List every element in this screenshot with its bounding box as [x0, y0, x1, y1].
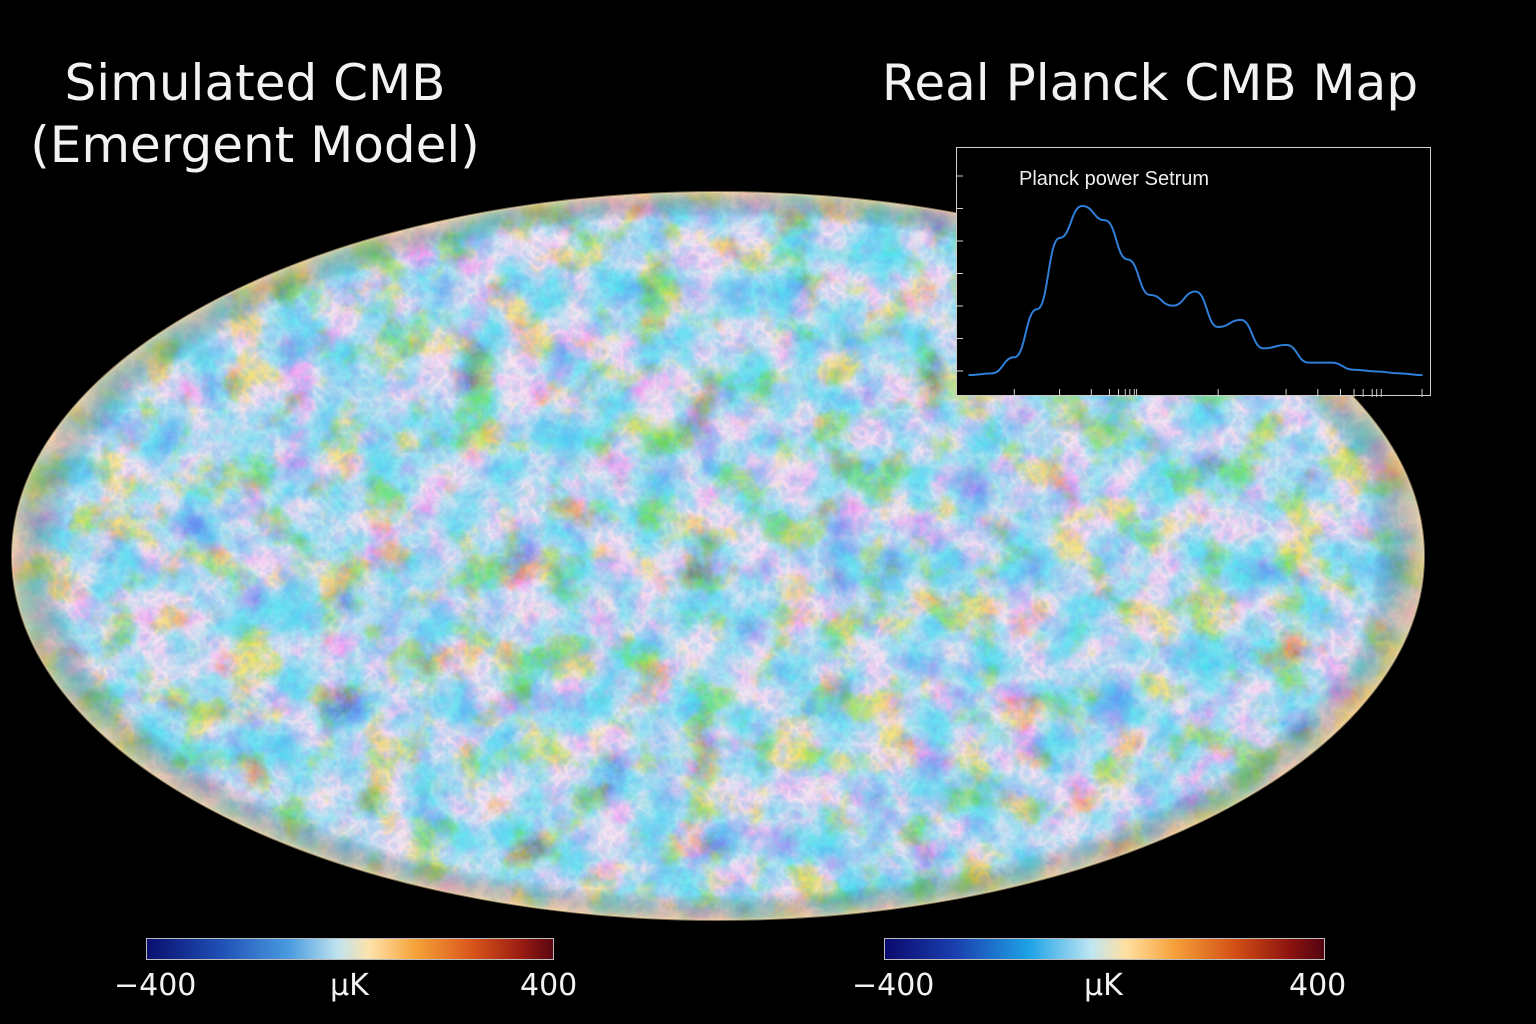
- power-spectrum-point: [1307, 361, 1310, 364]
- power-spectrum-point: [990, 372, 993, 375]
- power-spectrum-point: [1285, 344, 1287, 346]
- power-spectrum-title: Planck power Setrum: [1019, 168, 1210, 190]
- simulated-colorbar: [146, 938, 554, 960]
- power-spectrum-point: [1330, 361, 1333, 364]
- power-spectrum-point: [1240, 319, 1242, 321]
- power-spectrum-point: [1353, 368, 1355, 371]
- power-spectrum-point: [1149, 294, 1151, 296]
- simulated-colorbar-max-label: 400: [520, 968, 578, 1003]
- power-spectrum-point: [1262, 347, 1265, 350]
- power-spectrum-inset: Planck power Setrum: [956, 147, 1431, 397]
- power-spectrum-point: [1058, 237, 1061, 239]
- simulated-colorbar-min-label: −400: [114, 968, 197, 1003]
- power-spectrum-point: [1194, 290, 1197, 293]
- power-spectrum-plot: [957, 175, 1423, 397]
- real-planck-title: Real Planck CMB Map: [881, 54, 1419, 112]
- simulated-cmb-title: Simulated CMB (Emergent Model): [20, 52, 490, 176]
- planck-colorbar: [884, 938, 1325, 960]
- simulated-cmb-title-line2: (Emergent Model): [30, 116, 480, 174]
- power-spectrum-point: [1013, 356, 1016, 359]
- power-spectrum-point: [968, 374, 970, 376]
- simulated-cmb-title-line1: Simulated CMB: [64, 54, 446, 112]
- power-spectrum-point: [1081, 205, 1084, 207]
- planck-colorbar-min-label: −400: [852, 968, 935, 1003]
- planck-colorbar-unit-label: μK: [1084, 968, 1123, 1003]
- power-spectrum-point: [1104, 219, 1106, 222]
- planck-colorbar-max-label: 400: [1289, 968, 1347, 1003]
- power-spectrum-point: [1036, 308, 1038, 311]
- power-spectrum-point: [1126, 258, 1129, 261]
- power-spectrum-point: [1172, 304, 1174, 307]
- power-spectrum-line: [968, 204, 1423, 377]
- power-spectrum-point: [1217, 326, 1219, 328]
- power-spectrum-point: [1375, 370, 1378, 373]
- power-spectrum-point: [1398, 372, 1401, 375]
- power-spectrum-point: [1421, 374, 1423, 376]
- simulated-colorbar-unit-label: μK: [330, 968, 369, 1003]
